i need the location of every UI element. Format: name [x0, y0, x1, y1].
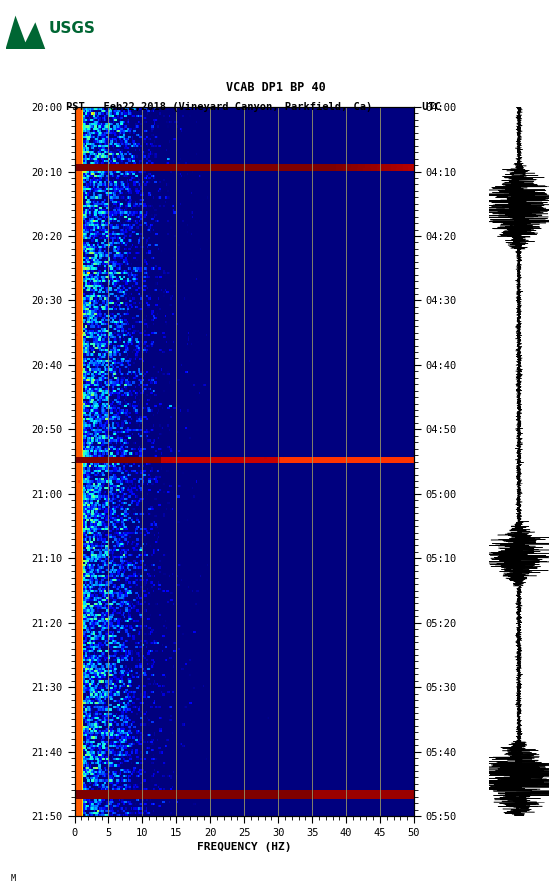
Text: VCAB DP1 BP 40: VCAB DP1 BP 40 [226, 80, 326, 94]
Text: M: M [11, 874, 16, 883]
Text: PST   Feb22,2018 (Vineyard Canyon, Parkfield, Ca)        UTC: PST Feb22,2018 (Vineyard Canyon, Parkfie… [66, 102, 442, 112]
Text: USGS: USGS [49, 21, 95, 37]
Polygon shape [6, 16, 45, 49]
X-axis label: FREQUENCY (HZ): FREQUENCY (HZ) [197, 842, 291, 852]
